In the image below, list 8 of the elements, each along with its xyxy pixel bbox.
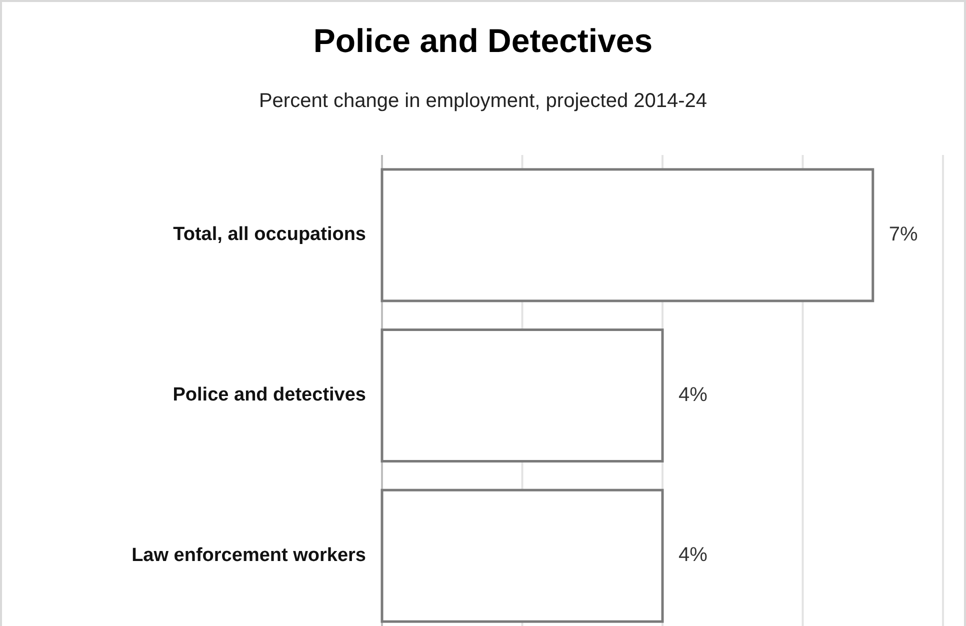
data-label: 4% [678, 544, 708, 566]
y-tick-label: Total, all occupations [173, 224, 366, 246]
y-tick-label: Law enforcement workers [132, 544, 366, 566]
chart-title: Police and Detectives [313, 22, 653, 59]
y-tick-label: Police and detectives [172, 384, 366, 406]
data-label: 7% [888, 223, 918, 246]
data-label: 4% [678, 384, 708, 406]
chart-subtitle: Percent change in employment, projected 2014-24 [258, 90, 708, 112]
